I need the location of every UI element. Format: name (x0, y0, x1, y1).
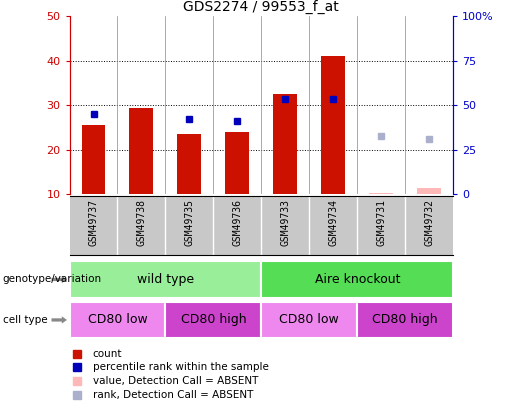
Bar (357, 302, 453, 338)
Bar (165, 302, 261, 338)
Text: GSM49733: GSM49733 (280, 199, 290, 246)
Bar (70, 261, 261, 298)
Text: count: count (93, 349, 122, 358)
Text: cell type: cell type (3, 315, 47, 325)
Text: CD80 low: CD80 low (88, 313, 147, 326)
Bar (178, 134, 201, 194)
Bar (129, 107, 153, 194)
Bar (273, 94, 297, 194)
Bar (81, 125, 106, 194)
Bar (261, 261, 453, 298)
Text: Aire knockout: Aire knockout (315, 273, 400, 286)
Text: CD80 high: CD80 high (181, 313, 246, 326)
Text: GSM49731: GSM49731 (376, 199, 386, 246)
Text: GSM49737: GSM49737 (89, 199, 98, 246)
Bar (369, 193, 393, 194)
Title: GDS2274 / 99553_f_at: GDS2274 / 99553_f_at (183, 0, 339, 14)
Text: GSM49736: GSM49736 (232, 199, 243, 246)
Bar (321, 56, 345, 194)
Bar (417, 188, 441, 194)
Text: percentile rank within the sample: percentile rank within the sample (93, 362, 268, 372)
Bar (70, 302, 165, 338)
Text: CD80 low: CD80 low (280, 313, 339, 326)
Text: genotype/variation: genotype/variation (3, 275, 101, 284)
Text: wild type: wild type (137, 273, 194, 286)
Text: GSM49732: GSM49732 (424, 199, 434, 246)
Bar (261, 302, 357, 338)
Text: GSM49738: GSM49738 (136, 199, 146, 246)
Text: value, Detection Call = ABSENT: value, Detection Call = ABSENT (93, 376, 258, 386)
Bar (226, 132, 249, 194)
Text: rank, Detection Call = ABSENT: rank, Detection Call = ABSENT (93, 390, 253, 400)
Text: GSM49734: GSM49734 (328, 199, 338, 246)
Text: CD80 high: CD80 high (372, 313, 438, 326)
Text: GSM49735: GSM49735 (184, 199, 195, 246)
